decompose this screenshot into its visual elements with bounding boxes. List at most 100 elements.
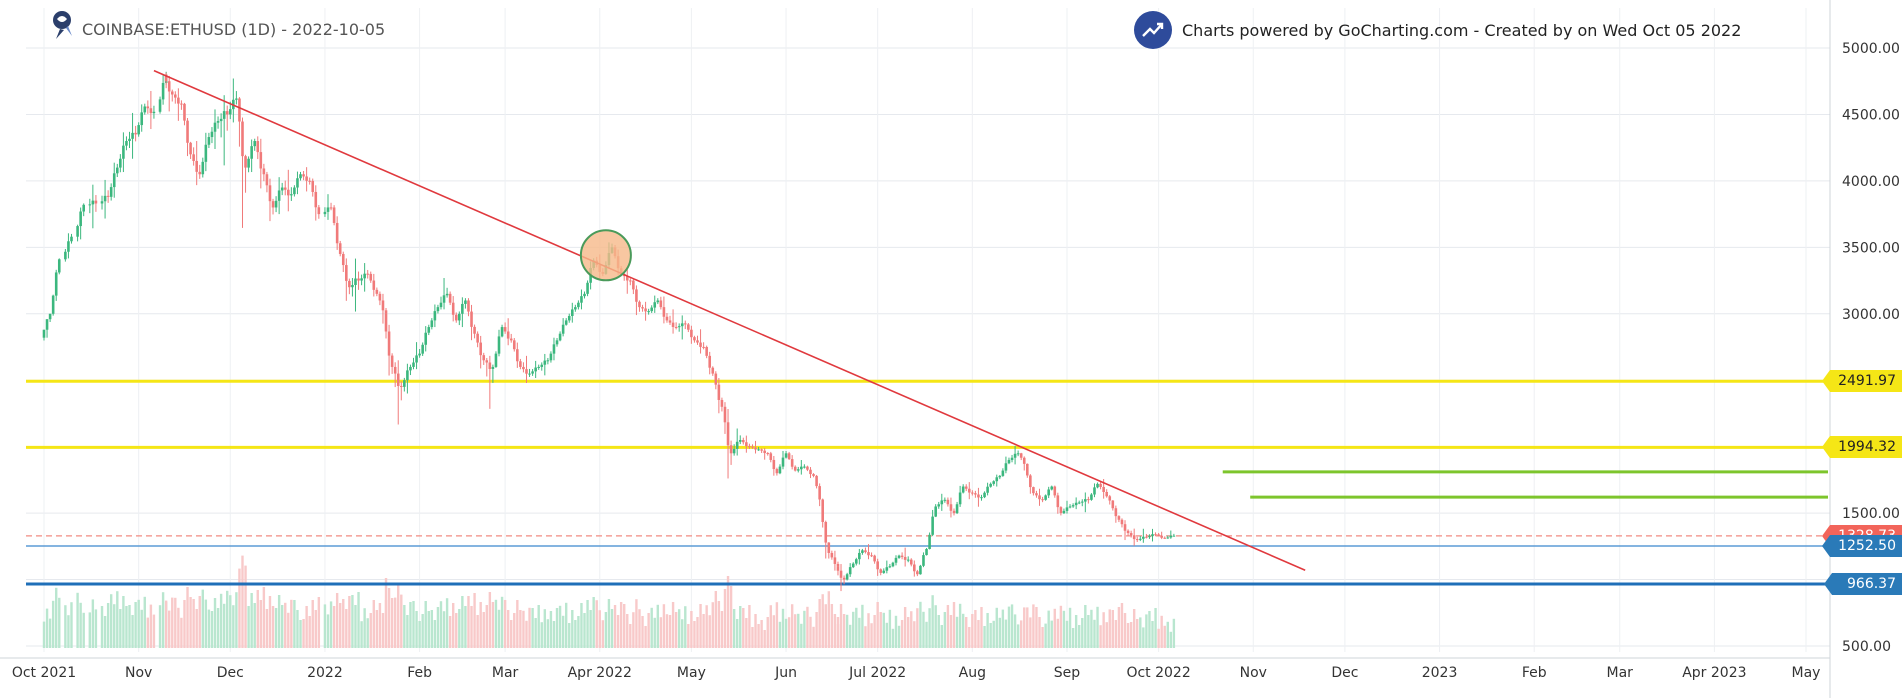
candle-body: [784, 453, 788, 458]
volume-bar: [262, 587, 266, 648]
candle-body: [742, 440, 745, 443]
volume-bar: [610, 609, 614, 648]
candle-body: [470, 311, 473, 327]
volume-bar: [299, 620, 302, 648]
x-tick-label: Aug: [959, 665, 986, 681]
volume-bar: [1084, 605, 1087, 648]
volume-bar: [681, 619, 684, 648]
volume-bar: [372, 600, 376, 648]
candle-body: [112, 173, 116, 188]
volume-bar: [387, 588, 391, 648]
candle-body: [555, 340, 559, 345]
trendline[interactable]: [153, 69, 1306, 571]
volume-bar: [873, 615, 876, 648]
candle-body: [64, 251, 67, 260]
drawings[interactable]: [153, 69, 1306, 571]
volume-bar: [919, 601, 922, 648]
candle-body: [974, 493, 977, 495]
candle-body: [88, 204, 92, 206]
volume-bar: [778, 621, 782, 648]
volume-bar: [537, 605, 540, 648]
volume-bar: [403, 605, 406, 648]
candle-body: [1056, 495, 1060, 508]
candle-body: [283, 187, 287, 190]
candle-body: [115, 167, 119, 174]
candle-body: [79, 211, 82, 227]
volume-bar: [1099, 625, 1102, 648]
volume-bar: [1010, 604, 1014, 648]
volume-bar: [164, 600, 168, 648]
volume-bar: [488, 592, 492, 648]
candle-body: [341, 253, 345, 266]
y-tick-label: 3000.00: [1842, 307, 1900, 323]
y-tick-label: 4000.00: [1842, 174, 1900, 190]
volume-bar: [516, 600, 519, 648]
volume-bar: [858, 617, 861, 648]
volume-bar: [406, 615, 409, 648]
volume-bar: [867, 613, 870, 648]
candle-body: [971, 492, 974, 494]
candle-body: [1025, 466, 1029, 476]
volume-bar: [763, 630, 766, 648]
candle-body: [677, 326, 681, 328]
candle-body: [1135, 539, 1139, 541]
volume-bar: [1136, 619, 1139, 648]
candle-body: [186, 120, 189, 143]
volume-bar: [1007, 606, 1011, 648]
candle-body: [546, 360, 550, 362]
candle-body: [296, 178, 299, 188]
volume-bar: [534, 618, 537, 648]
volume-bar: [687, 624, 690, 648]
candle-body: [1074, 502, 1078, 506]
volume-bar: [1108, 609, 1111, 648]
volume-bar: [384, 578, 388, 648]
volume-bar: [400, 594, 403, 648]
candle-body: [345, 265, 348, 281]
candle-body: [314, 191, 318, 208]
candle-body: [625, 276, 629, 281]
candle-body: [558, 333, 562, 341]
volume-bar: [757, 624, 760, 648]
candle-body: [51, 295, 55, 314]
volume-bar: [674, 612, 678, 648]
candle-body: [1029, 475, 1032, 488]
volume-bar: [1001, 609, 1005, 648]
volume-bar: [812, 626, 815, 648]
candle-body: [812, 474, 815, 476]
price-tag: 1994.32: [1822, 436, 1902, 459]
volume-bar: [183, 600, 186, 648]
volume-bar: [1023, 607, 1026, 648]
volume-bar: [1157, 628, 1160, 648]
volume-bar: [531, 608, 534, 648]
volume-bar: [922, 611, 925, 648]
volume-bar: [961, 613, 965, 648]
candle-body: [519, 361, 522, 367]
volume-bar: [366, 618, 369, 648]
volume-bar: [171, 597, 174, 648]
candle-body: [836, 566, 840, 571]
candle-body: [201, 161, 205, 175]
candle-body: [717, 384, 721, 400]
candle-body: [1093, 487, 1096, 495]
candle-body: [650, 307, 653, 312]
volume-bar: [690, 611, 693, 648]
x-tick-label: Feb: [1522, 665, 1547, 681]
volume-bar: [986, 613, 989, 648]
x-tick-label: Mar: [1607, 665, 1634, 681]
candle-body: [870, 555, 873, 557]
highlight-circle[interactable]: [579, 229, 632, 282]
candle-body: [937, 504, 941, 507]
candle-body: [241, 121, 244, 157]
candle-body: [809, 469, 812, 475]
credit-banner[interactable]: Charts powered by GoCharting.com - Creat…: [1134, 10, 1741, 50]
horizontal-levels[interactable]: [26, 379, 1830, 586]
candle-body: [790, 459, 794, 467]
candle-body: [821, 499, 825, 507]
candle-body: [238, 98, 241, 122]
candle-body: [372, 280, 376, 290]
candle-body: [384, 313, 388, 332]
y-tick-label: 1500.00: [1842, 506, 1900, 522]
candle-body: [842, 577, 846, 580]
candle-body: [900, 555, 904, 557]
